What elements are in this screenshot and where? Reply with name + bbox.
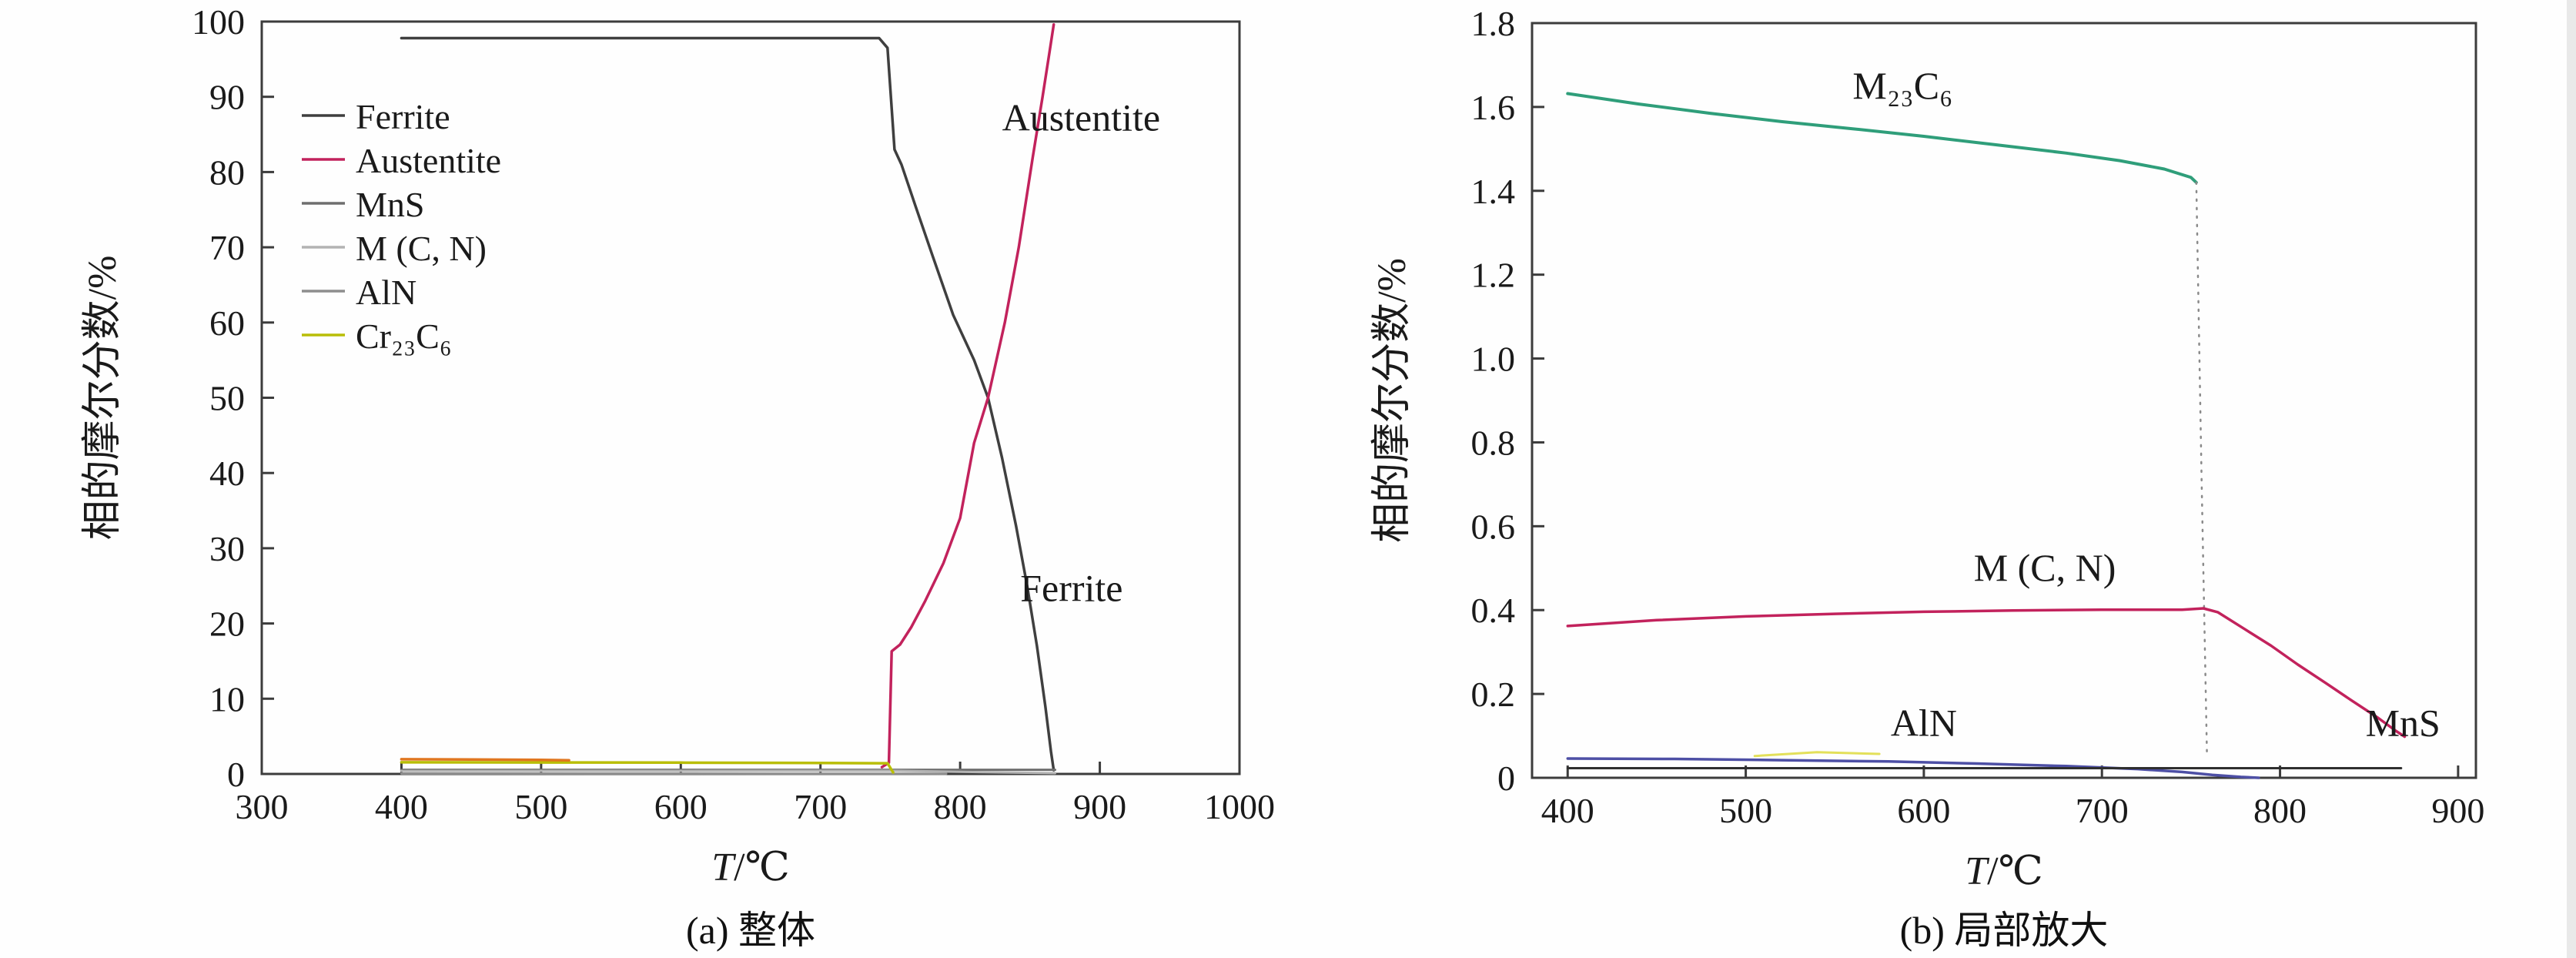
y-tick-label: 50 (209, 379, 245, 418)
y-tick-label: 1.0 (1471, 340, 1516, 379)
x-tick-label: 1000 (1204, 787, 1275, 826)
y-tick-label: 60 (209, 303, 245, 343)
x-tick-label: 700 (794, 787, 847, 826)
chart-a-phase-fraction-overall: 300 400 500 600 700 800 900 1000 0 10 20 30 40 50 60 70… (81, 2, 1275, 889)
legend-label: Cr₂₃C₆ (356, 317, 452, 356)
annotation-label: Austentite (1002, 96, 1161, 139)
x-tick-label: 300 (236, 787, 289, 826)
x-tick-label: 600 (654, 787, 708, 826)
legend-label: Ferrite (356, 97, 450, 136)
x-tick-label: 400 (375, 787, 428, 826)
y-tick-label: 0.4 (1471, 591, 1516, 630)
legend-label: Austentite (356, 141, 501, 180)
y-axis-label: 相的摩尔分数/% (1370, 258, 1414, 543)
x-axis-label: T/℃ (1965, 849, 2043, 893)
x-tick-label: 800 (2253, 791, 2307, 830)
y-tick-label: 100 (192, 2, 245, 42)
chart-b-phase-fraction-zoom: 400 500 600 700 800 900 0 0.2 0.4 0.6 0.8 1.0 1.2 1.4… (1370, 4, 2484, 893)
x-tick-label: 600 (1897, 791, 1950, 830)
x-tick-label: 400 (1541, 791, 1594, 830)
x-tick-label: 900 (2431, 791, 2484, 830)
y-tick-label: 80 (209, 152, 245, 192)
series-line-6 (400, 758, 570, 762)
y-tick-label: 0 (1497, 759, 1515, 798)
series-line-3 (400, 769, 1056, 775)
x-tick-label: 800 (934, 787, 987, 826)
series-line-4 (1753, 751, 1881, 758)
series-line-5 (400, 761, 895, 774)
y-tick-label: 1.2 (1471, 256, 1516, 295)
y-tick-label: 0.6 (1471, 507, 1516, 546)
annotation-label: Ferrite (1020, 566, 1122, 609)
y-tick-label: 0.8 (1471, 423, 1516, 462)
series-line-0 (1566, 92, 2198, 184)
y-tick-label: 30 (209, 529, 245, 568)
annotation-label: MnS (2366, 702, 2441, 745)
series-line-0 (400, 36, 1055, 772)
x-tick-label: 500 (514, 787, 567, 826)
right-edge-strip (2567, 0, 2576, 958)
y-tick-label: 20 (209, 605, 245, 644)
series-line-1 (2195, 181, 2208, 759)
caption-panel-b: (b) 局部放大 (1899, 909, 2109, 952)
annotation-label: AlN (1891, 702, 1957, 745)
y-tick-label: 1.8 (1471, 4, 1516, 43)
x-tick-label: 900 (1073, 787, 1126, 826)
y-tick-label: 10 (209, 679, 245, 718)
x-tick-label: 500 (1719, 791, 1772, 830)
x-tick-label: 700 (2076, 791, 2129, 830)
y-tick-label: 90 (209, 78, 245, 117)
series-line-2 (1566, 607, 2407, 739)
series-line-3 (1566, 757, 2260, 779)
y-tick-label: 40 (209, 454, 245, 493)
y-tick-label: 0.2 (1471, 675, 1516, 714)
y-tick-label: 1.6 (1471, 88, 1516, 127)
y-axis-label: 相的摩尔分数/% (81, 256, 125, 541)
y-tick-label: 1.4 (1471, 172, 1516, 211)
y-tick-label: 0 (227, 755, 245, 794)
annotation-label: M (C, N) (1974, 546, 2116, 589)
caption-panel-a: (a) 整体 (686, 909, 815, 952)
legend-label: AlN (356, 273, 417, 312)
plot-frame (1531, 22, 2477, 779)
legend-label: MnS (356, 185, 424, 224)
y-tick-label: 70 (209, 228, 245, 267)
annotation-label: M₂₃C₆ (1852, 64, 1952, 107)
series-line-1 (880, 23, 1055, 769)
legend-label: M (C, N) (356, 229, 487, 268)
x-axis-label: T/℃ (711, 846, 790, 889)
